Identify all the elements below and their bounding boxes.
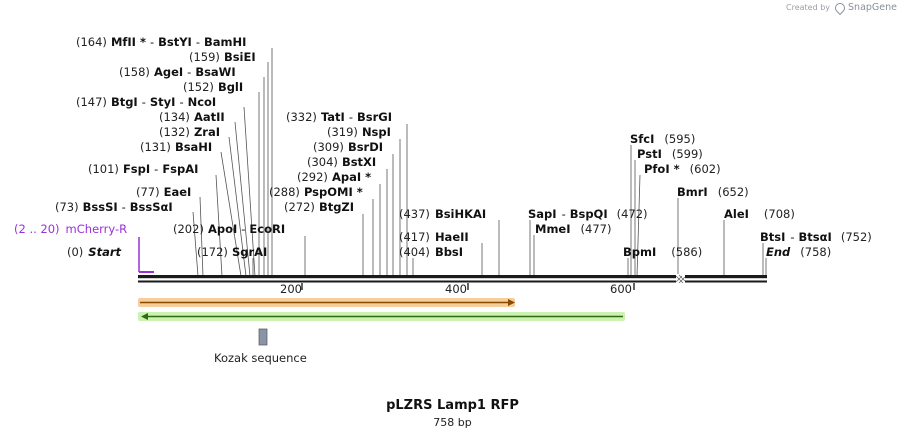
site-label-292: (292) ApaI *	[297, 170, 371, 184]
site-label-332: (332) TatI - BsrGI	[286, 110, 392, 124]
site-label-708: AleI (708)	[724, 207, 795, 221]
site-label-319: (319) NspI	[327, 125, 391, 139]
kozak-label: Kozak sequence	[214, 351, 307, 365]
tick-label-600: 600	[610, 282, 632, 296]
site-label-417: (417) HaeII	[399, 230, 469, 244]
site-label-602: PfoI * (602)	[644, 162, 721, 176]
site-label-132: (132) ZraI	[159, 125, 220, 139]
feature-mcherry-reverse	[138, 312, 625, 321]
site-label-101: (101) FspI - FspAI	[88, 162, 198, 176]
site-label-77: (77) EaeI	[136, 185, 191, 199]
axis-ticks: 200 400 600	[280, 282, 635, 296]
credit-prefix: Created by	[786, 3, 831, 12]
site-label-404: (404) BbsI	[399, 245, 463, 259]
map-title: pLZRS Lamp1 RFP	[386, 398, 519, 413]
credit-brand: SnapGene	[848, 2, 897, 13]
site-label-158: (158) AgeI - BsaWI	[119, 65, 236, 79]
site-label-end: End (758)	[766, 245, 831, 259]
sequence-length: 758 bp	[433, 416, 472, 429]
kozak-feature: Kozak sequence	[214, 328, 307, 365]
snapgene-credit: Created by SnapGene	[786, 0, 897, 15]
site-label-147: (147) BtgI - StyI - NcoI	[76, 95, 216, 109]
site-label-134: (134) AatII	[159, 110, 225, 124]
dna-backbone	[138, 274, 767, 284]
site-label-595: SfcI (595)	[630, 132, 695, 146]
primer-mcherry-r: (2 .. 20) mCherry-R	[14, 222, 154, 273]
tick-label-200: 200	[280, 282, 302, 296]
site-label-152: (152) BglI	[183, 80, 243, 94]
tick-label-400: 400	[445, 282, 467, 296]
site-label-73: (73) BssSI - BssSαI	[55, 200, 173, 214]
kozak-marker	[258, 328, 268, 346]
site-label-288: (288) PspOMI *	[269, 185, 363, 199]
site-labels: (164) MfII * - BstYI - BamHI (159) BsiEI (158)…	[55, 35, 872, 259]
site-label-272: (272) BtgZI	[284, 200, 354, 214]
site-label-437: (437) BsiHKAI	[399, 207, 486, 221]
site-label-586: BpmI (586)	[623, 245, 702, 259]
feature-orf-forward	[138, 298, 515, 307]
site-label-131: (131) BsaHI	[140, 140, 212, 154]
site-leader-lines	[192, 48, 767, 277]
site-label-202: (202) ApoI - EcoRI	[173, 222, 285, 236]
site-label-599: PstI (599)	[637, 147, 703, 161]
site-label-172: (172) SgrAI	[197, 245, 267, 259]
site-label-752: BtsI - BtsαI (752)	[760, 230, 872, 244]
site-label-472: SapI - BspQI (472)	[528, 207, 648, 221]
site-label-304: (304) BstXI	[307, 155, 376, 169]
site-label-164: (164) MfII * - BstYI - BamHI	[76, 35, 246, 49]
site-label-652: BmrI (652)	[677, 185, 749, 199]
site-label-477: MmeI (477)	[535, 222, 611, 236]
primer-label: (2 .. 20) mCherry-R	[14, 222, 127, 236]
site-label-start: (0) Start	[67, 245, 122, 259]
site-label-309: (309) BsrDI	[313, 140, 383, 154]
site-label-159: (159) BsiEI	[189, 50, 256, 64]
